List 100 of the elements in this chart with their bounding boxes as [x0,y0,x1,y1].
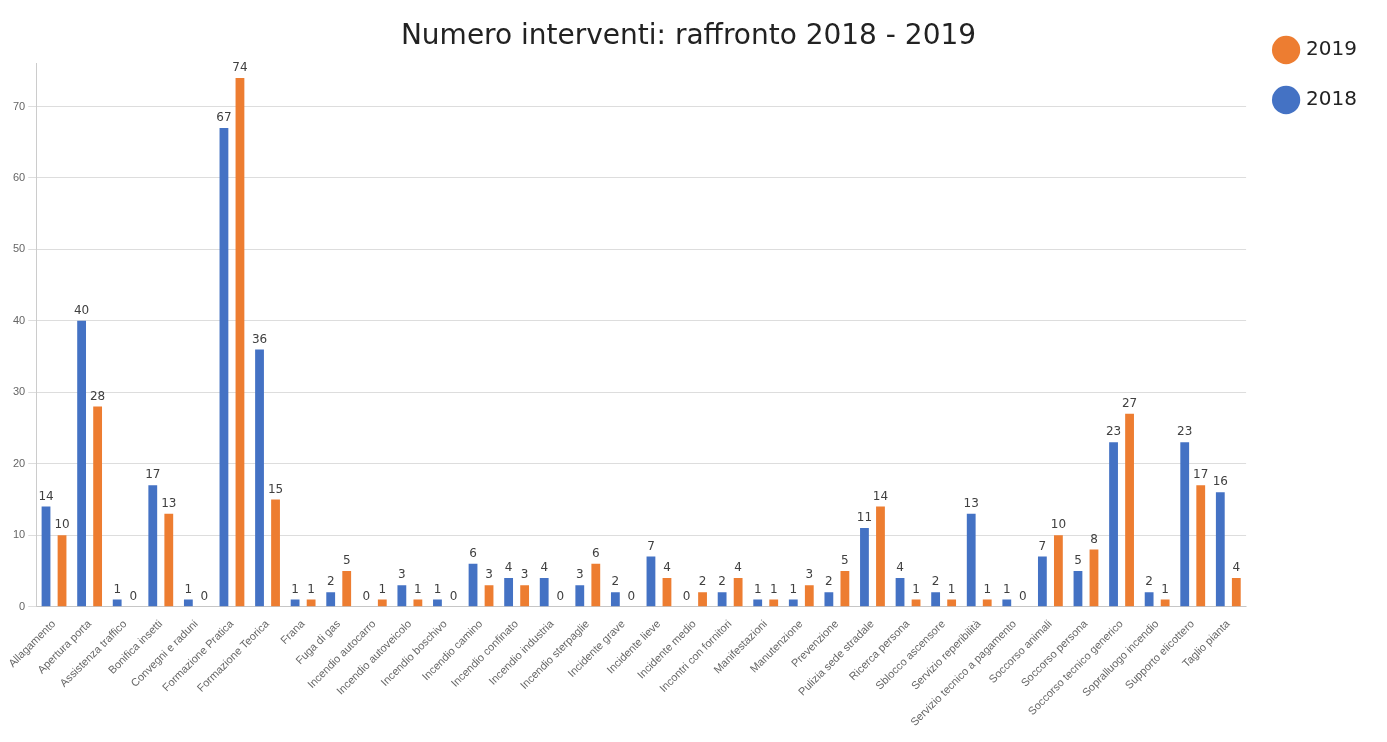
bar [662,578,672,607]
data-label: 11 [856,510,873,525]
data-label: 74 [232,60,248,75]
data-label: 7 [1038,538,1047,553]
bar [290,599,300,607]
bar [377,599,387,607]
data-label: 5 [342,553,351,568]
bar [895,578,905,607]
data-label: 13 [963,495,979,510]
bar [717,592,727,607]
bar [255,349,264,607]
bar [539,578,549,607]
data-label: 1 [789,581,798,596]
bar [1196,485,1206,607]
data-label: 0 [556,588,565,603]
data-label: 0 [362,588,371,603]
bar [947,599,957,607]
data-label: 6 [591,545,600,560]
data-label: 2 [1145,574,1153,589]
bar [911,599,921,607]
data-label: 0 [1018,588,1027,603]
data-label: 3 [520,567,529,582]
bar [860,528,869,607]
data-label: 14 [872,488,889,503]
bar [468,563,478,607]
bar [1125,413,1134,607]
bar [271,499,280,607]
data-label: 0 [682,588,691,603]
data-label: 17 [1193,467,1209,482]
bar [1160,599,1170,607]
bar [433,599,442,607]
data-label: 4 [540,560,549,575]
bar [733,578,743,607]
data-label: 4 [1232,560,1241,575]
data-label: 6 [469,545,477,560]
bar [788,599,798,607]
data-label: 2 [931,574,940,589]
data-label: 1 [1161,581,1169,596]
data-label: 5 [1074,553,1082,568]
bar [1231,578,1241,607]
bar [591,563,601,607]
bar [57,535,67,607]
data-label: 1 [753,581,762,596]
data-label: 40 [73,302,90,317]
data-label: 0 [627,588,636,603]
bar [504,578,514,607]
data-label: 36 [251,331,268,346]
y-tick-label: 60 [12,170,26,183]
y-tick-label: 40 [12,313,26,326]
bar [1073,570,1083,607]
bar [1109,442,1118,607]
y-tick-label: 70 [12,99,26,112]
bar [876,506,885,607]
bar [306,599,316,607]
data-label: 1 [113,581,122,596]
data-label: 1 [291,581,299,596]
bar [804,585,814,607]
data-label: 4 [734,560,742,575]
data-label: 1 [414,581,422,596]
bar [1215,492,1225,607]
data-label: 2 [326,574,335,589]
y-tick-label: 0 [19,599,26,612]
data-label: 10 [54,517,70,532]
data-label: 28 [89,388,106,403]
data-label: 1 [769,581,778,596]
bar [1089,549,1099,607]
bar [148,485,158,607]
data-label: 1 [983,581,992,596]
y-tick-label: 30 [12,385,26,398]
bar [575,585,585,607]
data-label: 1 [1002,581,1011,596]
legend-label: 2019 [1306,36,1358,61]
bar [112,599,122,607]
data-label: 1 [912,581,920,596]
y-tick-label: 10 [12,528,26,541]
bar [413,599,423,607]
bar [1053,535,1063,607]
bar [769,599,779,607]
bar [753,599,763,607]
data-label: 2 [825,574,833,589]
bar [1002,599,1012,607]
data-label: 5 [841,553,849,568]
data-label: 3 [575,567,584,582]
bar [77,320,87,607]
data-label: 2 [718,574,726,589]
bar [41,506,51,607]
data-label: 1 [378,581,387,596]
data-label: 1 [307,581,315,596]
data-label: 1 [947,581,956,596]
data-label: 3 [398,567,406,582]
legend-label: 2018 [1306,86,1358,111]
data-label: 0 [129,588,138,603]
data-label: 67 [216,110,232,125]
bar [698,592,707,607]
chart-title: Numero interventi: raffronto 2018 - 2019 [400,18,977,52]
bar [966,513,976,607]
data-label: 4 [663,560,671,575]
data-label: 0 [449,588,458,603]
bar [397,585,407,607]
bar [235,77,245,607]
